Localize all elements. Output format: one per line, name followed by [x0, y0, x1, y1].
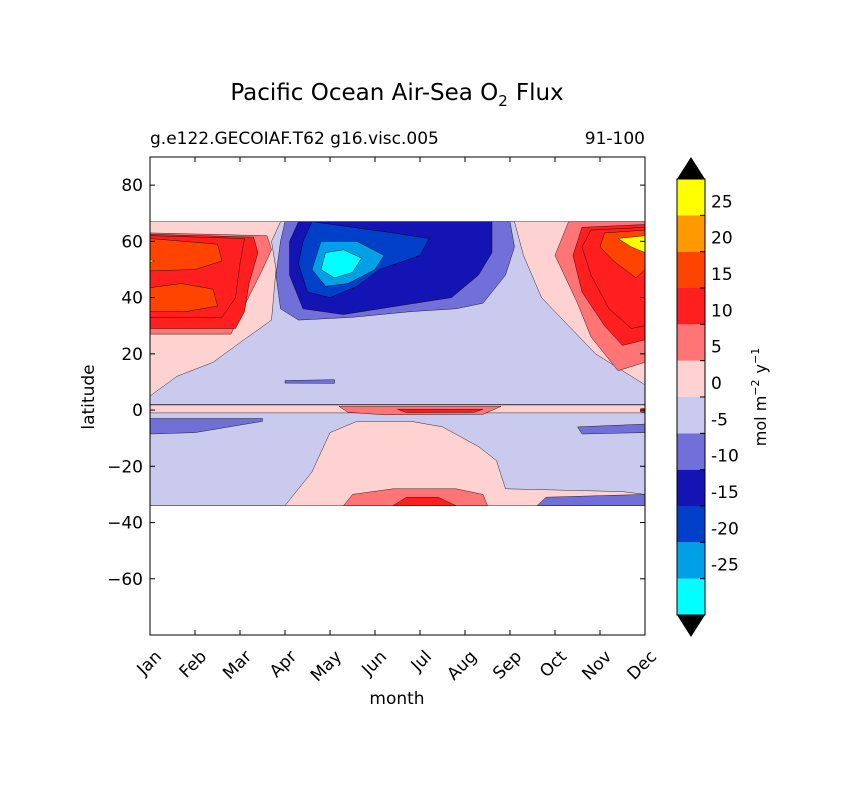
- x-tick-label: Aug: [443, 647, 481, 685]
- x-tick-label: Nov: [578, 647, 616, 685]
- colorbar-tick-label: 0: [711, 374, 722, 394]
- colorbar-segment: [677, 251, 705, 288]
- colorbar-segment: [677, 360, 705, 397]
- contour-neg-south-dec: [577, 423, 645, 435]
- colorbar-segment: [677, 433, 705, 470]
- plot-frame: [149, 156, 646, 636]
- colorbar-tick-label: 10: [711, 301, 733, 321]
- x-tick-label: Feb: [176, 647, 211, 682]
- colorbar-tick-label: -10: [711, 447, 739, 467]
- colorbar-segment: [677, 578, 705, 615]
- colorbar-label: mol m−2y−1: [749, 348, 770, 446]
- colorbar-tick-label: -25: [711, 556, 739, 576]
- colorbar-extend-top: [677, 157, 705, 179]
- x-axis-label: month: [369, 689, 424, 709]
- contour-neg-lavender-south: [150, 412, 645, 506]
- contour-pos-20-north-jan-b: [150, 283, 218, 312]
- y-tick-label: 60: [121, 232, 143, 252]
- contour-neg-south-jan: [150, 418, 263, 435]
- x-tick-label: May: [307, 647, 346, 686]
- colorbar-extend-bottom: [677, 615, 705, 637]
- contour-neg-patch-10n: [284, 379, 335, 384]
- chart-title: Pacific Ocean Air-Sea O2 Flux: [230, 80, 563, 110]
- colorbar-segment: [677, 542, 705, 579]
- contour-pos-10-south-jul: [392, 497, 457, 506]
- plot-area: [150, 157, 645, 635]
- x-tick-label: Sep: [489, 647, 526, 684]
- y-tick-label: −40: [107, 514, 143, 534]
- contour-pos-equator-core: [397, 409, 484, 413]
- subtitle-right: 91-100: [585, 129, 645, 149]
- x-tick-label: Oct: [536, 647, 571, 682]
- colorbar-segment: [677, 324, 705, 361]
- y-tick-label: 40: [121, 289, 143, 309]
- x-tick-label: Dec: [624, 647, 661, 684]
- colorbar-tick-label: 20: [711, 229, 733, 249]
- contour-neg-south-sep: [536, 494, 645, 506]
- colorbar-tick-label: -20: [711, 519, 739, 539]
- subtitle-left: g.e122.GECOIAF.T62 g16.visc.005: [150, 129, 439, 149]
- contour-neg-cyan-north: [320, 249, 362, 279]
- x-tick-label: Jun: [357, 647, 391, 681]
- contour-fills: [150, 221, 645, 506]
- contour-pos-25-north-dec: [617, 235, 645, 253]
- colorbar-segment: [677, 215, 705, 252]
- colorbar-tick-label: 5: [711, 338, 722, 358]
- x-tick-label: Jan: [133, 647, 166, 680]
- contour-equator-line: [150, 404, 645, 406]
- y-tick-label: 80: [121, 176, 143, 196]
- colorbar-segment: [677, 506, 705, 543]
- colorbar-segment: [677, 179, 705, 216]
- y-tick-label: −60: [107, 570, 143, 590]
- x-tick-label: Mar: [219, 647, 256, 684]
- x-tick-label: Apr: [266, 647, 301, 682]
- contour-pos-25-north-jan: [150, 259, 156, 263]
- colorbar-tick-label: -15: [711, 483, 739, 503]
- y-axis: 80 60 40 20 0 −20 −40 −60: [107, 176, 645, 590]
- colorbar-segment: [677, 469, 705, 506]
- colorbar-tick-label: 15: [711, 265, 733, 285]
- contour-pos-20-north-jan-a: [150, 238, 223, 272]
- y-tick-label: −20: [107, 457, 143, 477]
- y-tick-label: 0: [132, 401, 143, 421]
- colorbar-tick-label: 25: [711, 192, 733, 212]
- colorbar-segment: [677, 397, 705, 434]
- colorbar: 25 20 15 10 5 0 -5 -10 -15 -20 -25: [676, 157, 739, 637]
- colorbar-tick-label: -5: [711, 410, 728, 430]
- y-tick-label: 20: [121, 345, 143, 365]
- colorbar-segment: [677, 288, 705, 325]
- x-tick-label: Jul: [407, 647, 436, 676]
- y-axis-label: latitude: [79, 364, 99, 429]
